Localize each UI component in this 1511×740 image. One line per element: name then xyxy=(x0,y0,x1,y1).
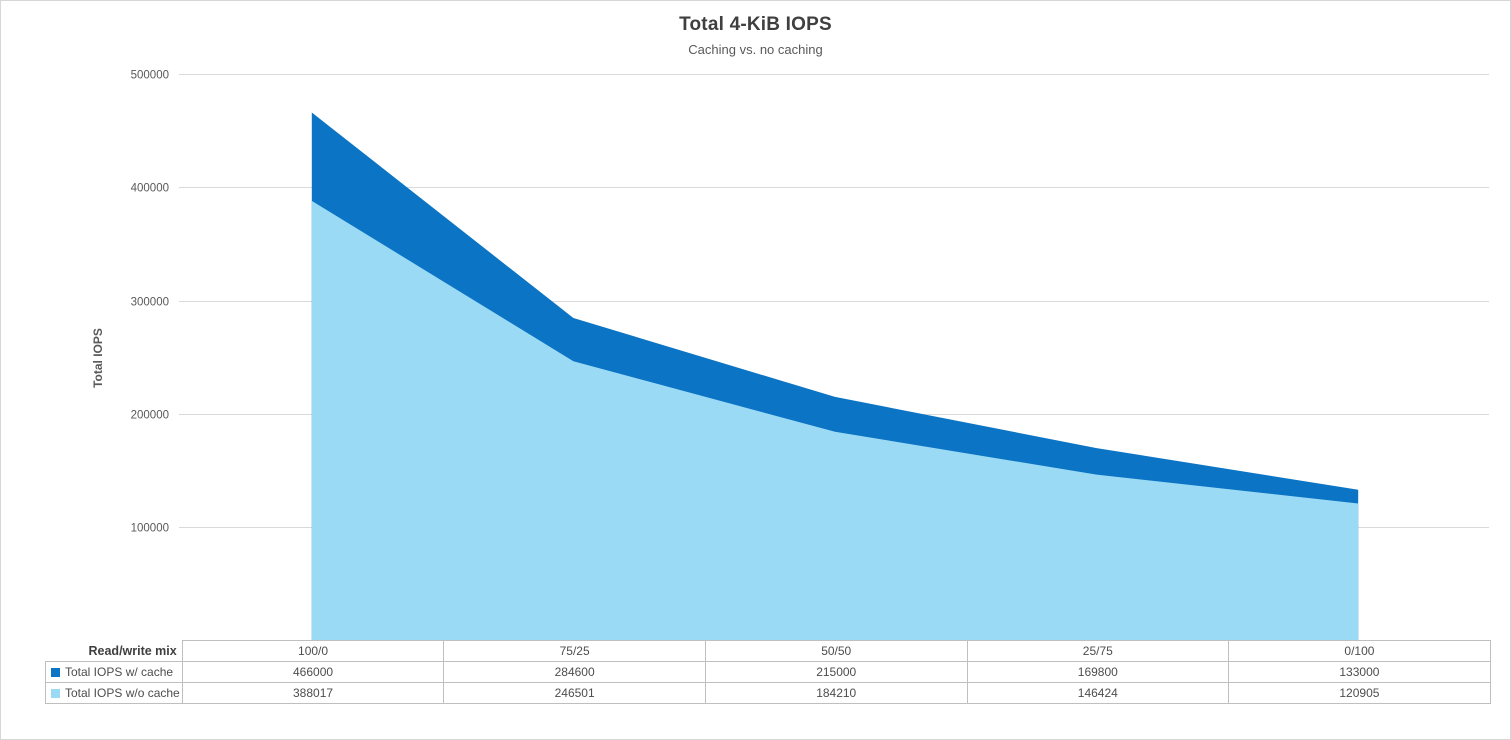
table-row: Total IOPS w/ cache 466000 284600 215000 169… xyxy=(45,661,1491,683)
series-label-cell: Total IOPS w/o cache xyxy=(45,682,183,704)
value-cell: 169800 xyxy=(966,661,1230,683)
y-tick-label: 100000 xyxy=(131,523,169,535)
table-corner-label: Read/write mix xyxy=(88,643,177,658)
value-cell: 184210 xyxy=(704,682,968,704)
series-label-cell: Total IOPS w/ cache xyxy=(45,661,183,683)
series-name: Total IOPS w/o cache xyxy=(65,686,180,700)
y-tick-label: 300000 xyxy=(131,297,169,309)
y-tick-label: 400000 xyxy=(131,183,169,195)
data-table-container: Read/write mix 100/0 75/25 50/50 25/75 0/100 T… xyxy=(45,640,1491,704)
value-cell: 120905 xyxy=(1228,682,1491,704)
category-cell: 25/75 xyxy=(966,640,1230,662)
value-cell: 146424 xyxy=(966,682,1230,704)
series-name: Total IOPS w/ cache xyxy=(65,665,174,679)
table-row: Total IOPS w/o cache 388017 246501 184210 14… xyxy=(45,682,1491,704)
y-tick-label: 500000 xyxy=(131,70,169,82)
category-cell: 75/25 xyxy=(443,640,706,662)
category-cell: 50/50 xyxy=(704,640,968,662)
legend-swatch-icon xyxy=(51,668,60,677)
value-cell: 466000 xyxy=(181,661,445,683)
chart-title: Total 4-KiB IOPS xyxy=(679,14,832,35)
category-cell: 0/100 xyxy=(1228,640,1491,662)
value-cell: 246501 xyxy=(443,682,706,704)
y-tick-label: 200000 xyxy=(131,410,169,422)
data-table: Read/write mix 100/0 75/25 50/50 25/75 0/100 T… xyxy=(45,640,1491,704)
value-cell: 388017 xyxy=(181,682,445,704)
chart-subtitle: Caching vs. no caching xyxy=(688,42,823,57)
value-cell: 133000 xyxy=(1228,661,1491,683)
value-cell: 284600 xyxy=(443,661,706,683)
table-header-row: Read/write mix 100/0 75/25 50/50 25/75 0/100 xyxy=(46,640,1491,662)
value-cell: 215000 xyxy=(704,661,968,683)
area-series-1 xyxy=(311,200,1359,641)
legend-swatch-icon xyxy=(51,689,60,698)
category-cell: 100/0 xyxy=(181,640,445,662)
